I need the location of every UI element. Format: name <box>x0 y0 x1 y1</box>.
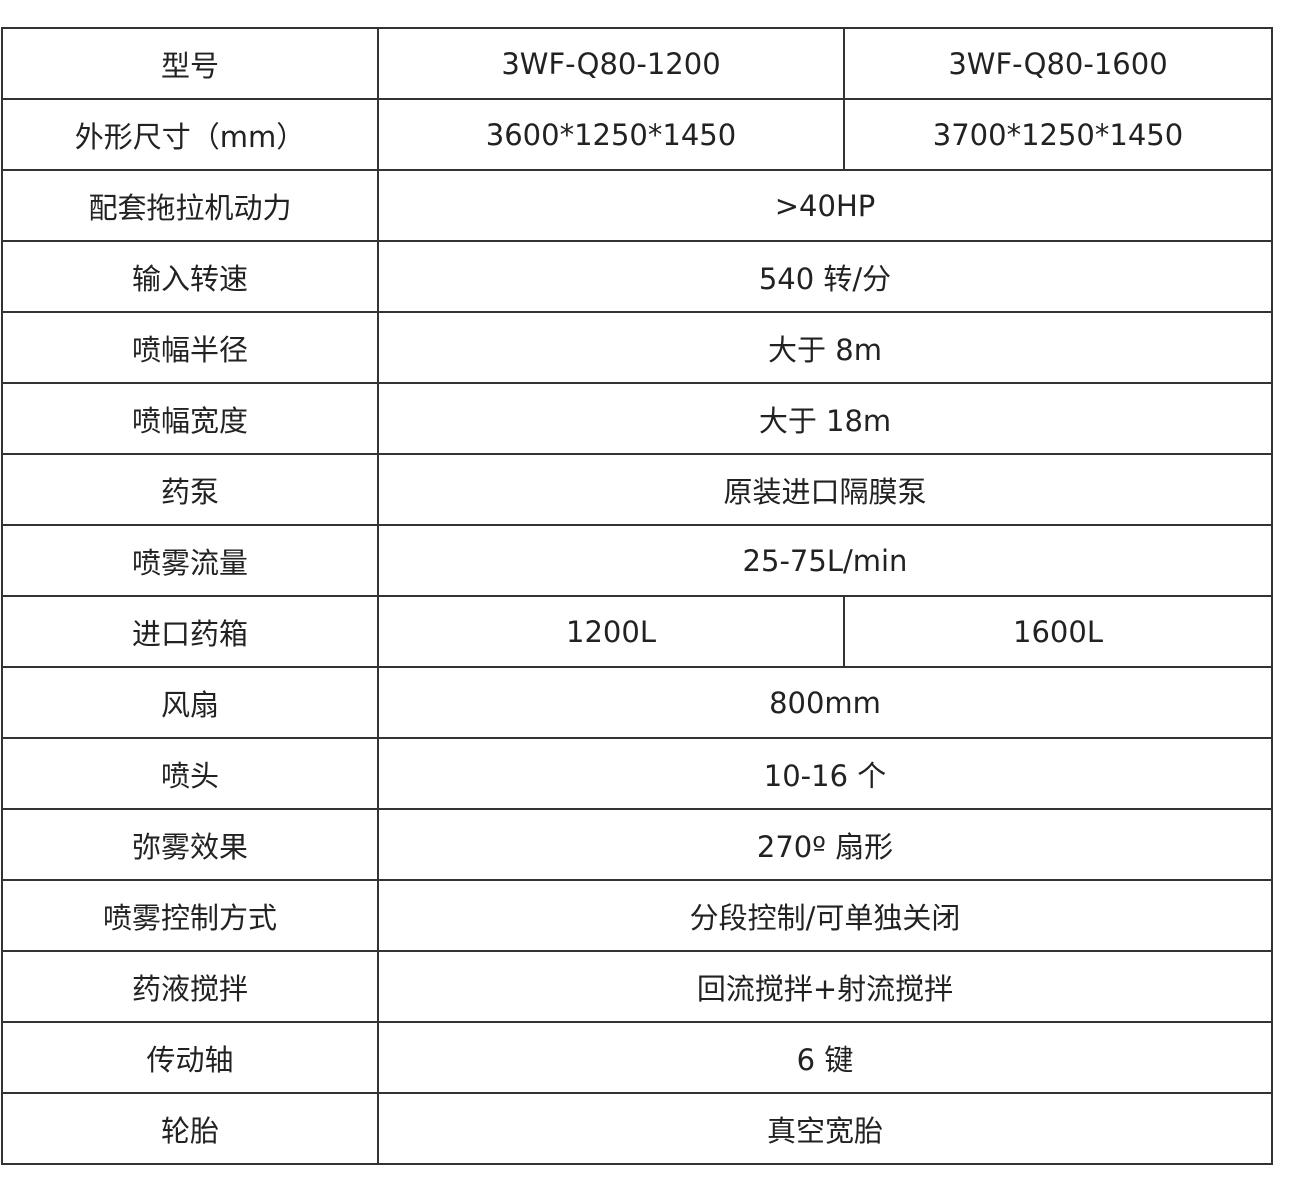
row-label: 喷雾流量 <box>1 524 379 597</box>
table-row: 输入转速 540 转/分 <box>1 240 1273 313</box>
row-label: 型号 <box>1 27 379 100</box>
row-label: 喷头 <box>1 737 379 810</box>
spec-table: 型号 3WF-Q80-1200 3WF-Q80-1600 外形尺寸（mm） 3600*1… <box>1 27 1273 1165</box>
row-value: 3700*1250*1450 <box>843 98 1273 171</box>
row-label: 输入转速 <box>1 240 379 313</box>
row-label: 喷幅半径 <box>1 311 379 384</box>
row-value: 800mm <box>377 666 1273 739</box>
table-row: 喷雾流量 25-75L/min <box>1 524 1273 597</box>
row-label: 弥雾效果 <box>1 808 379 881</box>
table-row: 弥雾效果 270º 扇形 <box>1 808 1273 881</box>
row-value: 25-75L/min <box>377 524 1273 597</box>
row-label: 药泵 <box>1 453 379 526</box>
table-row: 药泵 原装进口隔膜泵 <box>1 453 1273 526</box>
row-value: 真空宽胎 <box>377 1092 1273 1165</box>
row-label: 药液搅拌 <box>1 950 379 1023</box>
row-label: 喷雾控制方式 <box>1 879 379 952</box>
table-row: 进口药箱 1200L 1600L <box>1 595 1273 668</box>
table-row: 喷头 10-16 个 <box>1 737 1273 810</box>
row-value: >40HP <box>377 169 1273 242</box>
row-label: 传动轴 <box>1 1021 379 1094</box>
table-body: 型号 3WF-Q80-1200 3WF-Q80-1600 外形尺寸（mm） 3600*1… <box>1 27 1273 1165</box>
row-value: 1200L <box>377 595 845 668</box>
row-value: 3WF-Q80-1600 <box>843 27 1273 100</box>
table-row: 喷幅宽度 大于 18m <box>1 382 1273 455</box>
row-value: 原装进口隔膜泵 <box>377 453 1273 526</box>
table-row: 轮胎 真空宽胎 <box>1 1092 1273 1165</box>
row-value: 6 键 <box>377 1021 1273 1094</box>
table-row: 传动轴 6 键 <box>1 1021 1273 1094</box>
row-value: 大于 8m <box>377 311 1273 384</box>
table-row: 外形尺寸（mm） 3600*1250*1450 3700*1250*1450 <box>1 98 1273 171</box>
row-label: 外形尺寸（mm） <box>1 98 379 171</box>
row-value: 1600L <box>843 595 1273 668</box>
row-label: 喷幅宽度 <box>1 382 379 455</box>
row-value: 3600*1250*1450 <box>377 98 845 171</box>
table-row: 喷幅半径 大于 8m <box>1 311 1273 384</box>
row-value: 270º 扇形 <box>377 808 1273 881</box>
row-label: 轮胎 <box>1 1092 379 1165</box>
table-row: 药液搅拌 回流搅拌+射流搅拌 <box>1 950 1273 1023</box>
row-value: 分段控制/可单独关闭 <box>377 879 1273 952</box>
row-value: 大于 18m <box>377 382 1273 455</box>
row-value: 3WF-Q80-1200 <box>377 27 845 100</box>
table-row: 风扇 800mm <box>1 666 1273 739</box>
row-value: 10-16 个 <box>377 737 1273 810</box>
table-row: 配套拖拉机动力 >40HP <box>1 169 1273 242</box>
table-row: 型号 3WF-Q80-1200 3WF-Q80-1600 <box>1 27 1273 100</box>
row-value: 回流搅拌+射流搅拌 <box>377 950 1273 1023</box>
table-row: 喷雾控制方式 分段控制/可单独关闭 <box>1 879 1273 952</box>
row-label: 进口药箱 <box>1 595 379 668</box>
row-label: 配套拖拉机动力 <box>1 169 379 242</box>
row-value: 540 转/分 <box>377 240 1273 313</box>
row-label: 风扇 <box>1 666 379 739</box>
